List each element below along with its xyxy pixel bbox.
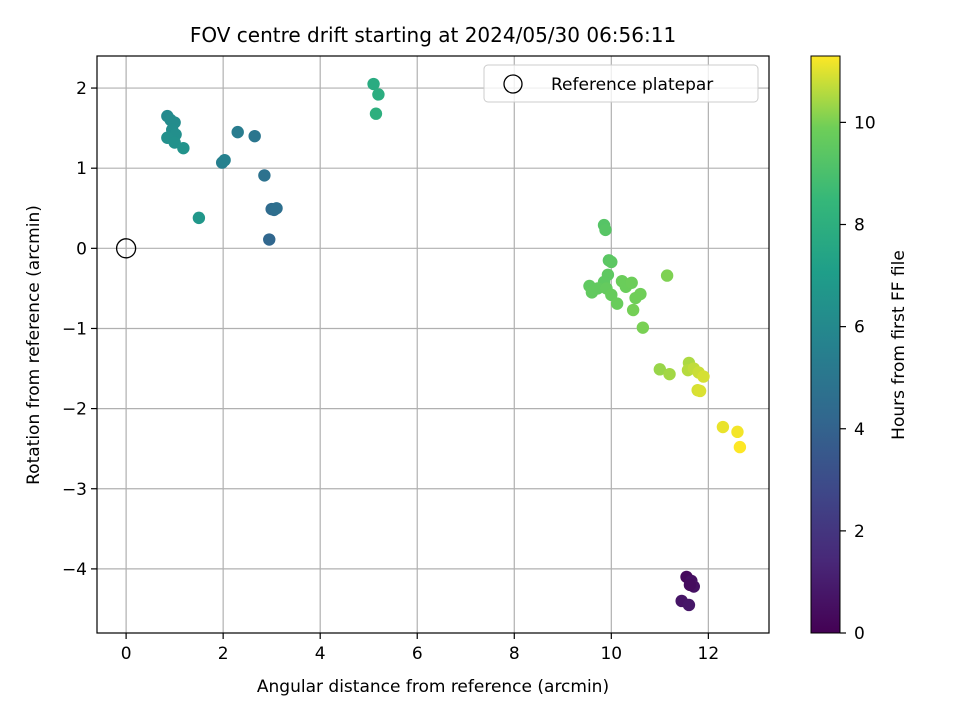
scatter-point [591,282,604,295]
legend: Reference platepar [483,64,759,103]
scatter-point [369,107,383,120]
scatter-point [177,141,190,155]
colorbar-tick-label: 2 [854,522,865,542]
colorbar-gradient [810,55,841,634]
scatter-point [634,287,647,301]
y-tick-label: −1 [62,319,87,339]
x-tick-label: 8 [509,644,520,664]
scatter-point [372,88,385,101]
x-tick-label: 4 [315,644,326,664]
scatter-point [605,288,618,302]
colorbar-tick-label: 4 [854,420,865,440]
scatter-point [660,269,674,282]
scatter-point [610,297,624,310]
reference-marker-group [115,238,137,259]
colorbar-tick-label: 8 [854,216,865,236]
x-axis-ticks: 0 2 4 6 8 10 12 [121,633,719,664]
scatter-point [733,440,747,454]
scatter-point [716,420,730,434]
x-axis-label: Angular distance from reference (arcmin) [257,677,609,697]
plot-frame [96,55,770,634]
scatter-point [697,370,710,383]
scatter-point [218,153,231,167]
scatter-point [192,211,206,225]
colorbar-tick-label: 6 [854,318,865,338]
scatter-point [605,255,618,269]
x-tick-label: 6 [412,644,423,664]
scatter-point [599,223,612,237]
colorbar: 0 2 4 6 8 10 Hours from first FF file [810,55,909,644]
scatter-point [693,384,707,398]
scatter-point [248,129,261,143]
y-tick-label: −2 [62,400,87,420]
scatter-point [731,425,744,439]
legend-reference-label: Reference platepar [551,75,713,95]
grid-lines [97,56,769,633]
colorbar-ticks: 0 2 4 6 8 10 [840,113,876,644]
colorbar-tick-label: 10 [854,113,876,133]
scatter-point [653,363,667,376]
scatter-point [625,276,638,289]
scatter-point [231,125,244,139]
scatter-point [626,303,640,317]
scatter-point [683,578,697,592]
y-tick-label: −4 [62,560,87,580]
y-axis-ticks: 2 1 0 −1 −2 −3 −4 [62,79,97,580]
x-tick-label: 0 [121,644,132,664]
legend-box [483,64,759,103]
scatter-point [682,598,696,612]
chart-title: FOV centre drift starting at 2024/05/30 … [190,23,676,47]
scatter-point [258,169,271,182]
scatter-point [270,202,283,215]
reference-platepar-marker [115,238,137,259]
y-axis-label: Rotation from reference (arcmin) [24,205,44,485]
scatter-point [636,321,650,334]
y-tick-label: 2 [76,79,87,99]
x-tick-label: 10 [600,644,622,664]
scatter-point [663,367,676,381]
y-tick-label: −3 [62,480,87,500]
y-tick-label: 1 [76,159,87,179]
colorbar-tick-label: 0 [854,624,865,644]
legend-reference-marker [503,74,523,94]
scatter-point [263,233,276,246]
scatter-points [161,77,747,612]
x-tick-label: 12 [698,644,720,664]
x-tick-label: 2 [218,644,229,664]
y-tick-label: 0 [76,239,87,259]
scatter-point [367,77,380,91]
colorbar-label: Hours from first FF file [889,250,909,440]
